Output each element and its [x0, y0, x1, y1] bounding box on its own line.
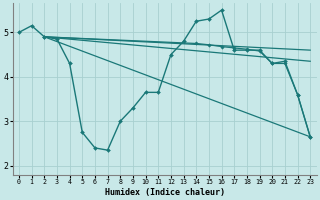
X-axis label: Humidex (Indice chaleur): Humidex (Indice chaleur)	[105, 188, 225, 197]
